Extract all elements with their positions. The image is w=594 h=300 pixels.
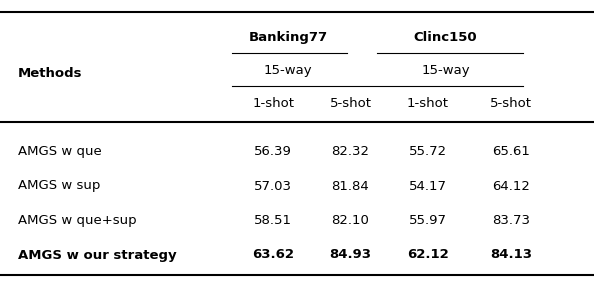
- Text: Methods: Methods: [18, 67, 83, 80]
- Text: 81.84: 81.84: [331, 179, 369, 193]
- Text: AMGS w que: AMGS w que: [18, 145, 102, 158]
- Text: 84.93: 84.93: [330, 248, 371, 262]
- Text: 82.32: 82.32: [331, 145, 369, 158]
- Text: 83.73: 83.73: [492, 214, 530, 227]
- Text: Banking77: Banking77: [248, 31, 328, 44]
- Text: 65.61: 65.61: [492, 145, 530, 158]
- Text: AMGS w que+sup: AMGS w que+sup: [18, 214, 137, 227]
- Text: 64.12: 64.12: [492, 179, 530, 193]
- Text: 57.03: 57.03: [254, 179, 292, 193]
- Text: 15-way: 15-way: [421, 64, 470, 77]
- Text: 62.12: 62.12: [407, 248, 448, 262]
- Text: 63.62: 63.62: [252, 248, 294, 262]
- Text: 55.72: 55.72: [409, 145, 447, 158]
- Text: 58.51: 58.51: [254, 214, 292, 227]
- Text: 5-shot: 5-shot: [490, 97, 532, 110]
- Text: 1-shot: 1-shot: [252, 97, 294, 110]
- Text: 15-way: 15-way: [264, 64, 312, 77]
- Text: 1-shot: 1-shot: [407, 97, 448, 110]
- Text: 54.17: 54.17: [409, 179, 447, 193]
- Text: 84.13: 84.13: [490, 248, 532, 262]
- Text: 82.10: 82.10: [331, 214, 369, 227]
- Text: 55.97: 55.97: [409, 214, 447, 227]
- Text: 56.39: 56.39: [254, 145, 292, 158]
- Text: AMGS w sup: AMGS w sup: [18, 179, 100, 193]
- Text: AMGS w our strategy: AMGS w our strategy: [18, 248, 176, 262]
- Text: Clinc150: Clinc150: [413, 31, 478, 44]
- Text: 5-shot: 5-shot: [330, 97, 371, 110]
